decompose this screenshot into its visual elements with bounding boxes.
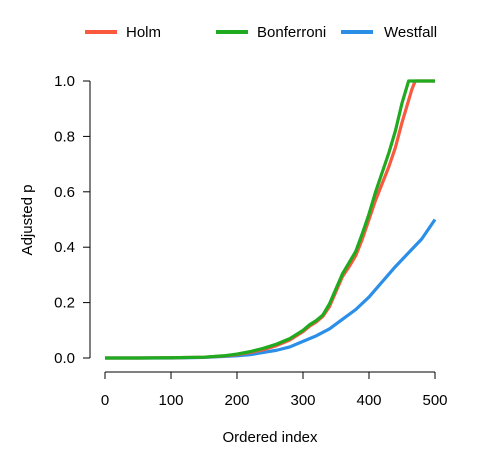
series-line-bonferroni <box>105 79 435 360</box>
x-axis-title: Ordered index <box>222 429 318 446</box>
y-tick-label: 0.0 <box>54 350 75 367</box>
series-line-holm <box>105 79 435 360</box>
y-tick-label: 0.2 <box>54 295 75 312</box>
legend-label-bonferroni: Bonferroni <box>257 24 326 41</box>
x-tick-label: 100 <box>158 392 183 409</box>
axes: 0.0 0.2 0.4 0.6 0.8 1.0 0 100 200 300 400 500 <box>54 73 447 409</box>
x-tick-label: 200 <box>224 392 249 409</box>
y-tick-label: 1.0 <box>54 73 75 90</box>
y-tick-label: 0.4 <box>54 239 75 256</box>
x-tick-label: 500 <box>422 392 447 409</box>
x-tick-label: 400 <box>356 392 381 409</box>
x-tick-label: 300 <box>290 392 315 409</box>
legend-label-holm: Holm <box>126 24 161 41</box>
y-tick-label: 0.8 <box>54 128 75 145</box>
legend: Holm Bonferroni Westfall <box>85 24 437 41</box>
series-lines <box>105 79 437 360</box>
x-tick-label: 0 <box>101 392 109 409</box>
legend-label-westfall: Westfall <box>384 24 437 41</box>
y-tick-label: 0.6 <box>54 184 75 201</box>
series-line-westfall <box>105 218 437 360</box>
y-axis-title: Adjusted p <box>19 185 36 256</box>
